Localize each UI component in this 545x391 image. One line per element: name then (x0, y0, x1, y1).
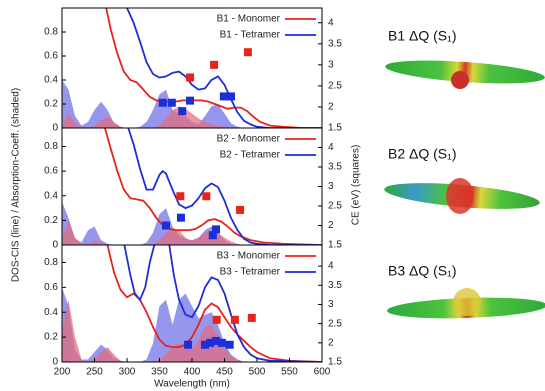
x-tick-label: 300 (119, 367, 136, 378)
y-tick-label: 0.8 (44, 257, 58, 268)
y2-axis-label: CE (eV) (squares) (351, 145, 362, 226)
y2-tick-label: 2.5 (328, 318, 342, 329)
molecule-label: B3 ΔQ (S₁) (388, 263, 457, 279)
molecule-label: B1 ΔQ (S₁) (388, 28, 457, 44)
ce-square (162, 222, 170, 230)
y2-tick-label: 4 (328, 142, 334, 153)
figure: B1 ΔQ (S₁) B2 ΔQ (S₁) B3 ΔQ (S₁) 0 0.2 0.4… (0, 0, 545, 391)
y2-tick-label: 3 (328, 59, 334, 70)
ce-square (202, 192, 210, 200)
legend-label: B2 - Monomer (217, 134, 281, 145)
x-axis-label: Wavelength (nm) (154, 379, 230, 390)
x-tick-label: 600 (314, 367, 331, 378)
y2-tick-label: 3.5 (328, 38, 342, 49)
legend-label: B3 - Monomer (217, 251, 281, 262)
legend-label: B2 - Tetramer (220, 150, 281, 161)
ce-square (213, 316, 221, 324)
y-tick-label: 0 (52, 123, 58, 134)
ce-square (159, 99, 167, 107)
y-tick-label: 0.6 (44, 166, 58, 177)
y2-tick-label: 3.5 (328, 162, 342, 173)
plot-area (62, 128, 322, 245)
molecule-image (451, 71, 469, 89)
ce-square (184, 341, 192, 349)
plot-area (62, 245, 322, 362)
y-tick-label: 0.6 (44, 282, 58, 293)
y2-tick-label: 3 (328, 299, 334, 310)
axis-frame (62, 128, 322, 245)
ce-square (218, 339, 226, 347)
y-tick-label: 0.2 (44, 215, 58, 226)
absorption-area (62, 287, 257, 362)
y2-tick-label: 2 (328, 337, 334, 348)
y-tick-label: 0.4 (44, 75, 58, 86)
ce-square (212, 225, 220, 233)
ce-square (227, 92, 235, 100)
legend-label: B3 - Tetramer (220, 267, 281, 278)
y2-tick-label: 4 (328, 261, 334, 272)
legend-label: B1 - Tetramer (220, 30, 281, 41)
y-tick-label: 0.8 (44, 141, 58, 152)
y2-tick-label: 1.5 (328, 123, 342, 134)
y2-tick-label: 2 (328, 102, 334, 113)
y-tick-label: 0.2 (44, 99, 58, 110)
ce-square (226, 341, 234, 349)
ce-square (244, 48, 252, 56)
molecule-label: B2 ΔQ (S₁) (388, 146, 457, 162)
molecule-image (446, 178, 474, 214)
x-tick-label: 450 (216, 367, 233, 378)
ce-square (168, 99, 176, 107)
ce-square (231, 316, 239, 324)
molecule-panel: B1 ΔQ (S₁) B2 ΔQ (S₁) B3 ΔQ (S₁) (383, 28, 545, 321)
y-tick-label: 0.2 (44, 332, 58, 343)
plot-area (62, 8, 322, 128)
y-axis-label: DOS-CIS (line) / Absorption-Coeff. (shad… (11, 88, 22, 282)
y2-tick-label: 3 (328, 181, 334, 192)
ce-square (186, 73, 194, 81)
ce-square (177, 214, 185, 222)
x-tick-label: 350 (151, 367, 168, 378)
y2-tick-label: 2.5 (328, 201, 342, 212)
y-tick-label: 0.4 (44, 190, 58, 201)
y2-tick-label: 4 (328, 17, 334, 28)
ce-square (220, 92, 228, 100)
ce-square (236, 206, 244, 214)
y2-tick-label: 1.5 (328, 240, 342, 251)
ce-square (178, 107, 186, 115)
y-tick-label: 0 (52, 240, 58, 251)
y-tick-label: 0.8 (44, 27, 58, 38)
ce-square (176, 192, 184, 200)
legend-label: B1 - Monomer (217, 14, 281, 25)
y2-tick-label: 3.5 (328, 280, 342, 291)
x-tick-label: 400 (184, 367, 201, 378)
molecule-image (453, 288, 481, 316)
ce-square (186, 97, 194, 105)
y-tick-label: 0.4 (44, 307, 58, 318)
y2-tick-label: 2 (328, 220, 334, 231)
y-tick-label: 0.6 (44, 51, 58, 62)
x-tick-label: 500 (249, 367, 266, 378)
x-tick-label: 550 (281, 367, 298, 378)
ce-square (210, 61, 218, 69)
y2-tick-label: 2.5 (328, 81, 342, 92)
ce-square (248, 314, 256, 322)
x-tick-label: 200 (54, 367, 71, 378)
x-tick-label: 250 (86, 367, 103, 378)
